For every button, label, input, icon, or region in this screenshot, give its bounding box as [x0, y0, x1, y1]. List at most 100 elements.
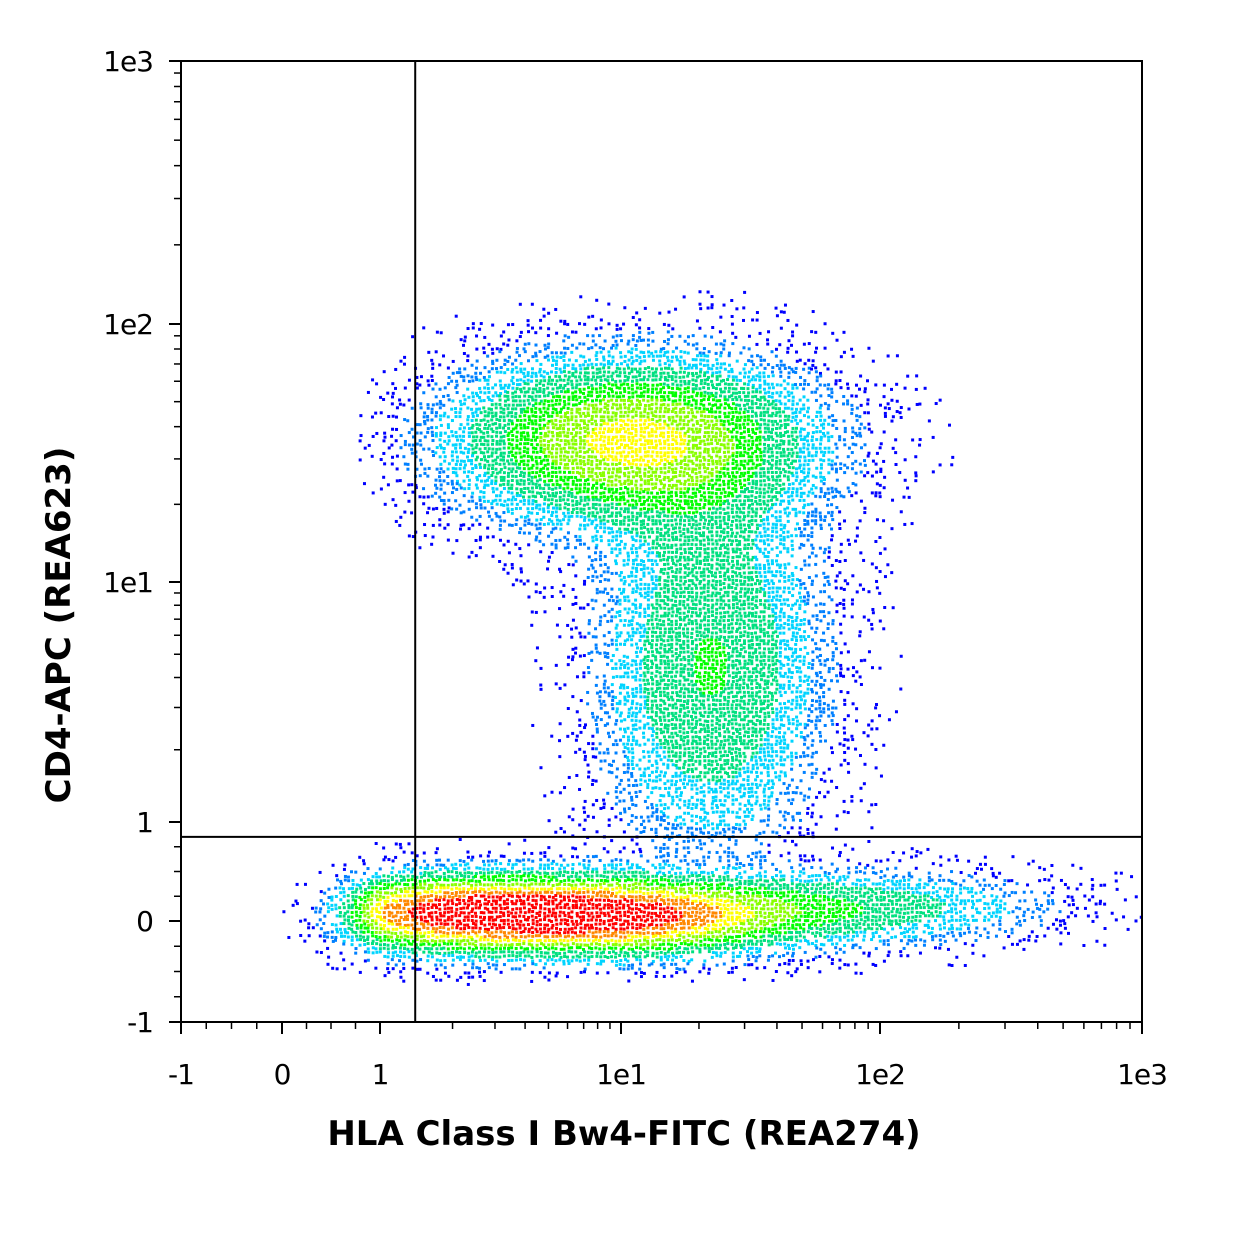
event-dot [778, 462, 782, 466]
event-dot [582, 426, 586, 430]
event-dot [662, 371, 666, 375]
event-dot [614, 391, 618, 395]
event-dot [442, 450, 446, 454]
event-dot [627, 386, 631, 390]
event-dot [422, 495, 426, 499]
event-dot [654, 439, 658, 443]
event-dot [699, 518, 703, 522]
event-dot [754, 450, 758, 454]
event-dot [646, 487, 650, 491]
event-dot [666, 546, 670, 550]
event-dot [730, 367, 734, 371]
event-dot [519, 499, 523, 503]
event-dot [607, 514, 611, 518]
event-dot [394, 439, 398, 443]
event-dot [650, 390, 654, 394]
event-dot [415, 423, 419, 427]
event-dot [706, 419, 710, 423]
event-dot [534, 354, 538, 358]
event-dot [774, 466, 778, 470]
event-dot [694, 491, 698, 495]
event-dot [759, 454, 763, 458]
event-dot [811, 474, 815, 478]
event-dot [562, 494, 566, 498]
event-dot [611, 411, 615, 415]
event-dot [619, 355, 623, 359]
event-dot [734, 518, 738, 522]
event-dot [630, 455, 634, 459]
event-dot [659, 479, 663, 483]
event-dot [606, 483, 610, 487]
event-dot [671, 455, 675, 459]
event-dot [874, 566, 878, 570]
event-dot [714, 539, 718, 543]
event-dot [494, 391, 498, 395]
event-dot [683, 514, 687, 518]
event-dot [694, 494, 698, 498]
event-dot [474, 502, 478, 506]
event-dot [583, 442, 587, 446]
event-dot [835, 455, 839, 459]
event-dot [659, 446, 663, 450]
event-dot [727, 382, 731, 386]
event-dot [571, 367, 575, 371]
event-dot [710, 430, 714, 434]
event-dot [670, 422, 674, 426]
event-dot [434, 483, 438, 487]
event-dot [714, 387, 718, 391]
event-dot [786, 350, 790, 354]
event-dot [690, 479, 694, 483]
event-dot [666, 342, 670, 346]
event-dot [579, 466, 583, 470]
event-dot [663, 351, 667, 355]
event-dot [538, 426, 542, 430]
event-dot [622, 394, 626, 398]
event-dot [766, 450, 770, 454]
event-dot [522, 459, 526, 463]
event-dot [527, 531, 531, 535]
event-dot [622, 382, 626, 386]
event-dot [674, 563, 678, 567]
event-dot [619, 398, 623, 402]
event-dot [727, 518, 731, 522]
event-dot [703, 551, 707, 555]
event-dot [718, 455, 722, 459]
event-dot [478, 378, 482, 382]
event-dot [646, 454, 650, 458]
event-dot [447, 439, 451, 443]
event-dot [535, 503, 539, 507]
event-dot [486, 434, 490, 438]
event-dot [635, 379, 639, 383]
event-dot [607, 427, 611, 431]
event-dot [711, 423, 715, 427]
event-dot [759, 363, 763, 367]
event-dot [526, 382, 530, 386]
event-dot [747, 467, 751, 471]
event-dot [611, 383, 615, 387]
event-dot [715, 526, 719, 530]
event-dot [414, 486, 418, 490]
event-dot [627, 350, 631, 354]
event-dot [806, 534, 810, 538]
event-dot [550, 542, 554, 546]
event-dot [463, 367, 467, 371]
event-dot [807, 459, 811, 463]
event-dot [814, 450, 818, 454]
event-dot [814, 366, 818, 370]
event-dot [371, 434, 375, 438]
event-dot [582, 503, 586, 507]
event-dot [666, 475, 670, 479]
event-dot [758, 498, 762, 502]
event-dot [599, 550, 603, 554]
event-dot [554, 471, 558, 475]
event-dot [471, 523, 475, 527]
event-dot [543, 410, 547, 414]
event-dot [578, 455, 582, 459]
event-dot [543, 431, 547, 435]
event-dot [507, 471, 511, 475]
event-dot [578, 527, 582, 531]
event-dot [722, 466, 726, 470]
event-dot [646, 426, 650, 430]
event-dot [646, 378, 650, 382]
event-dot [450, 479, 454, 483]
